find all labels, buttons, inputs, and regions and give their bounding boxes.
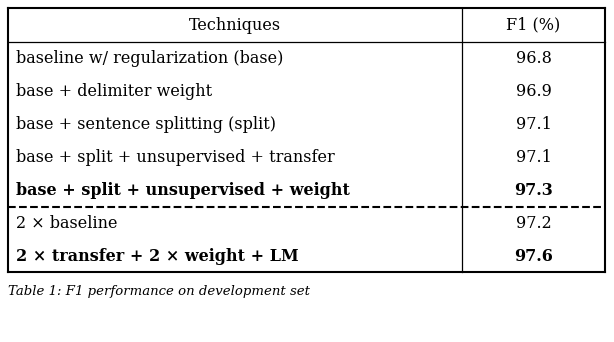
Text: 97.6: 97.6 [514,248,553,265]
Text: Table 1: F1 performance on development set: Table 1: F1 performance on development s… [8,285,310,298]
Text: 97.3: 97.3 [514,182,553,199]
Text: 2 × baseline: 2 × baseline [16,215,117,232]
Text: F1 (%): F1 (%) [507,16,561,34]
Text: 97.2: 97.2 [516,215,551,232]
Text: 96.8: 96.8 [516,50,551,67]
Text: 2 × transfer + 2 × weight + LM: 2 × transfer + 2 × weight + LM [16,248,298,265]
Text: 96.9: 96.9 [516,83,551,100]
Text: base + split + unsupervised + transfer: base + split + unsupervised + transfer [16,149,335,166]
Text: baseline w/ regularization (base): baseline w/ regularization (base) [16,50,284,67]
Text: 97.1: 97.1 [516,149,551,166]
Text: base + sentence splitting (split): base + sentence splitting (split) [16,116,276,133]
Text: Techniques: Techniques [189,16,281,34]
Text: 97.1: 97.1 [516,116,551,133]
Text: base + delimiter weight: base + delimiter weight [16,83,212,100]
Text: base + split + unsupervised + weight: base + split + unsupervised + weight [16,182,350,199]
